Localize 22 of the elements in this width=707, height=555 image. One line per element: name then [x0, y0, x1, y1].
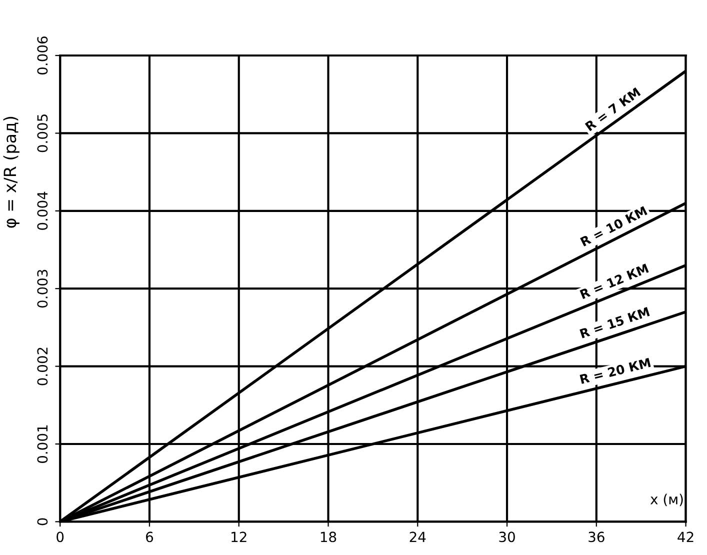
- x-tick-label: 30: [499, 532, 515, 542]
- x-tick-label: 18: [320, 532, 336, 542]
- y-tick-label: 0.005: [37, 114, 48, 152]
- x-tick-label: 42: [678, 532, 694, 542]
- y-tick-label: 0.001: [37, 425, 48, 463]
- text: R = 10 КМ: [580, 206, 648, 247]
- y-tick-label: 0.006: [37, 36, 48, 74]
- text: R = 15 КМ: [580, 307, 650, 338]
- y-tick-label: 0: [37, 518, 48, 526]
- y-tick-label: 0.002: [37, 348, 48, 386]
- y-axis-title: φ = x/R (рад): [3, 116, 20, 228]
- y-tick-label: 0.004: [37, 192, 48, 230]
- text: R = 20 КМ: [580, 358, 651, 384]
- x-tick-label: 36: [588, 532, 604, 542]
- text: R = 7 КМ: [584, 87, 641, 132]
- x-axis-title: x (м): [650, 494, 683, 506]
- x-tick-label: 12: [232, 532, 246, 542]
- x-tick-label: 0: [56, 532, 64, 542]
- x-tick-label: 24: [410, 532, 426, 542]
- y-tick-label: 0.003: [37, 270, 48, 308]
- text: R = 12 КМ: [580, 264, 649, 299]
- x-tick-label: 6: [146, 532, 154, 542]
